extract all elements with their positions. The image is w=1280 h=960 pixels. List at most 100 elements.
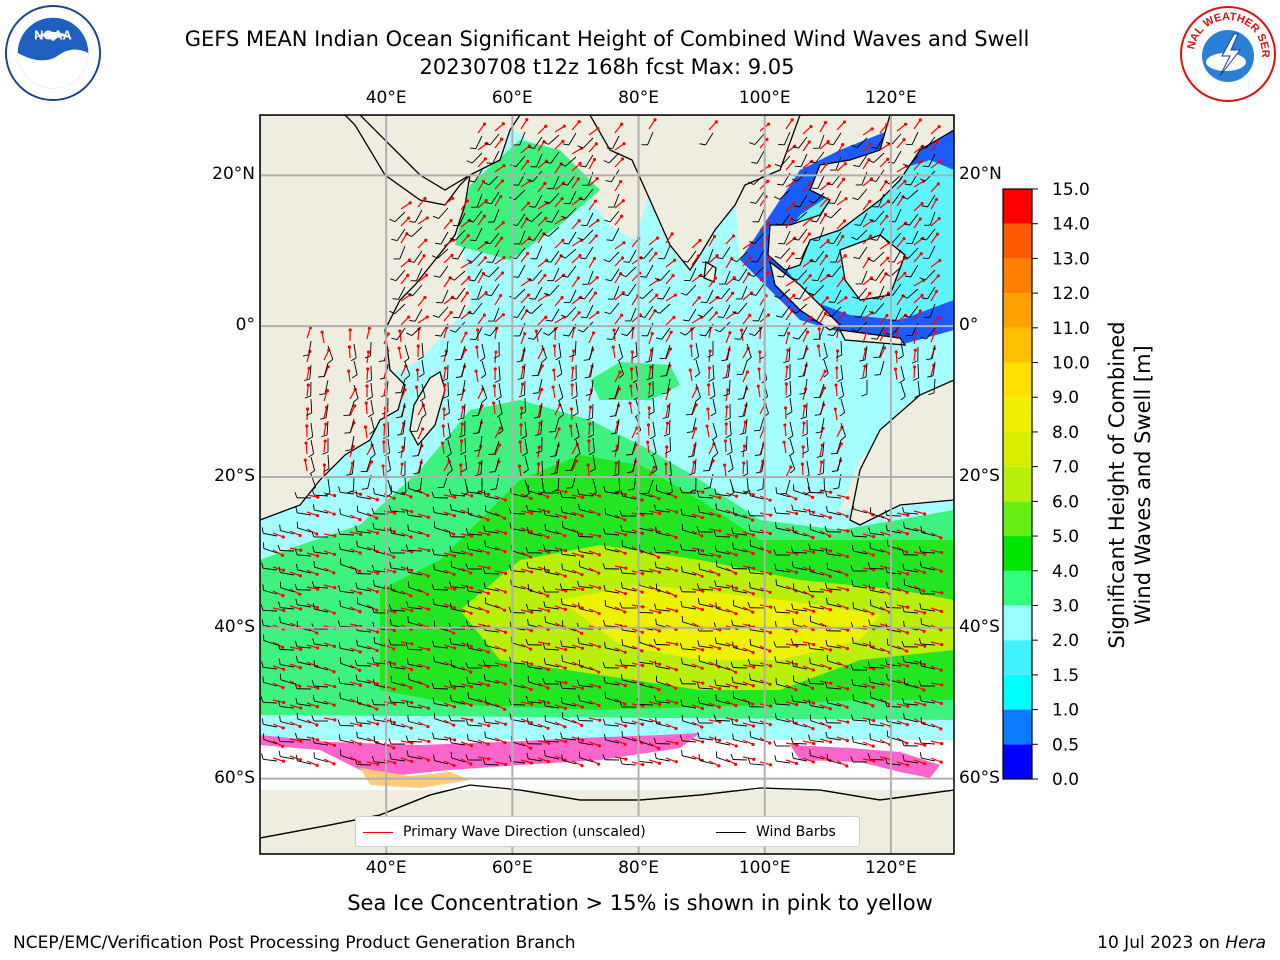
wave-arrow-head — [392, 746, 396, 750]
wind-barb-flag — [318, 376, 325, 378]
wind-barb — [726, 345, 731, 360]
wind-barb-flag — [679, 677, 683, 684]
wind-barb-flag — [339, 508, 341, 515]
wind-barb-flag — [260, 604, 264, 611]
wind-barb-flag — [406, 332, 412, 336]
wave-arrow-head — [718, 529, 722, 533]
wave-arrow — [323, 390, 328, 402]
wave-arrow — [442, 425, 445, 438]
wave-arrow — [477, 681, 489, 686]
wind-barb — [314, 643, 329, 647]
wind-barb — [557, 475, 560, 490]
wind-barb — [421, 400, 427, 415]
wave-arrow-head — [752, 757, 756, 761]
wave-arrow-head — [806, 330, 810, 334]
wind-barb — [297, 661, 312, 666]
wave-arrow-head — [614, 461, 618, 465]
wind-barb-flag — [338, 642, 341, 649]
wind-barb — [776, 703, 791, 706]
wave-arrow-head — [674, 668, 678, 672]
wave-arrow-head — [358, 569, 362, 573]
wave-arrow-head — [470, 586, 474, 590]
wind-barb — [632, 457, 637, 472]
wind-barb-flag — [825, 547, 828, 554]
wave-arrow-head — [782, 440, 786, 444]
wind-barb — [473, 210, 483, 223]
wind-barb-flag — [261, 527, 264, 534]
wave-arrow — [665, 491, 676, 498]
wind-barb — [451, 608, 466, 613]
wind-barb-flag — [373, 678, 375, 685]
wind-barb — [458, 304, 466, 318]
wave-arrow — [862, 533, 874, 538]
wind-barb-flag — [784, 377, 791, 381]
wave-arrow — [537, 508, 549, 513]
wave-arrow-head — [529, 761, 534, 765]
wind-barb — [582, 229, 594, 241]
wave-arrow — [879, 739, 891, 746]
colorbar-segment — [1003, 327, 1032, 363]
wave-arrow — [571, 685, 583, 690]
wind-barb-flag — [885, 757, 888, 764]
wind-barb — [716, 642, 731, 647]
wind-barb-flag — [542, 678, 546, 685]
wave-arrow — [494, 138, 503, 149]
wind-barb — [538, 378, 543, 393]
wind-barb — [668, 402, 671, 417]
wave-arrow — [460, 440, 463, 453]
wind-barb-flag — [397, 433, 404, 436]
wind-barb — [660, 269, 671, 281]
wave-arrow-head — [843, 162, 847, 166]
wave-arrow — [742, 722, 754, 727]
wind-barb-flag — [851, 637, 854, 644]
wind-barb-flag — [373, 487, 375, 494]
wind-barb-flag — [809, 749, 811, 756]
wave-arrow-head — [829, 589, 833, 593]
wave-arrow-head — [872, 759, 876, 763]
wind-barb-flag — [731, 485, 734, 492]
wave-arrow — [460, 424, 463, 436]
wave-arrow-head — [939, 569, 943, 573]
wave-arrow-head — [922, 662, 927, 667]
wave-arrow-head — [734, 553, 738, 557]
wind-barb-flag — [312, 737, 315, 744]
wave-arrow — [494, 165, 505, 173]
wind-barb-flag — [748, 273, 754, 277]
wind-barb-flag — [871, 337, 878, 340]
wind-barb-flag — [790, 737, 794, 744]
wind-barb-flag — [604, 542, 606, 549]
wave-arrow-head — [668, 347, 673, 351]
wave-arrow-head — [564, 681, 568, 685]
wind-barb — [783, 230, 791, 244]
wind-barb-flag — [559, 162, 566, 167]
wind-barb-flag — [822, 356, 828, 361]
axis-tick-label: 60°S — [214, 767, 255, 788]
wind-barb-flag — [419, 397, 426, 402]
wind-barb — [887, 736, 902, 742]
wind-barb-flag — [406, 233, 412, 237]
wind-barb-flag — [445, 436, 451, 441]
wave-arrow — [571, 736, 583, 741]
wind-barb — [900, 365, 905, 380]
wave-arrow-head — [622, 241, 626, 245]
wave-arrow-head — [768, 630, 773, 635]
wave-arrow — [520, 145, 530, 154]
wind-barb-flag — [451, 257, 458, 260]
wave-arrow-head — [735, 718, 739, 723]
wind-barb — [869, 666, 885, 669]
wave-arrow-head — [466, 234, 470, 238]
wave-arrow — [631, 495, 643, 501]
wind-barb-flag — [657, 297, 664, 300]
wind-barb — [407, 648, 423, 651]
wave-arrow — [614, 446, 618, 458]
wave-arrow — [785, 119, 793, 130]
wave-arrow-head — [526, 159, 530, 163]
wind-barb — [605, 724, 620, 727]
wave-arrow — [494, 587, 506, 593]
wave-arrow — [836, 121, 845, 131]
wind-barb-flag — [920, 145, 927, 149]
wave-arrow — [614, 647, 626, 653]
axis-tick-label: 100°E — [738, 858, 791, 878]
wave-arrow — [417, 738, 429, 743]
wave-arrow — [708, 236, 716, 247]
